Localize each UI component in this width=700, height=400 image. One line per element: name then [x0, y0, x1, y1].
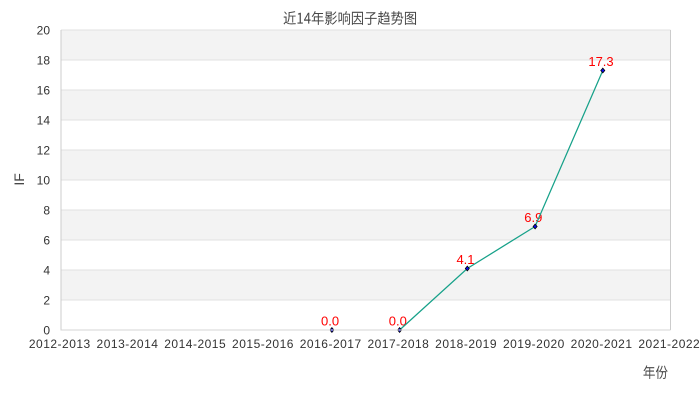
- svg-text:IF: IF: [11, 173, 27, 185]
- svg-text:8: 8: [43, 204, 50, 218]
- svg-text:2016-2017: 2016-2017: [300, 337, 362, 351]
- svg-text:4.1: 4.1: [456, 252, 474, 267]
- svg-text:16: 16: [37, 84, 51, 98]
- svg-text:17.3: 17.3: [588, 54, 613, 69]
- svg-text:0.0: 0.0: [389, 314, 407, 329]
- svg-text:18: 18: [37, 54, 51, 68]
- svg-text:20: 20: [37, 24, 51, 38]
- svg-text:2020-2021: 2020-2021: [571, 337, 633, 351]
- svg-text:4: 4: [43, 264, 50, 278]
- svg-text:2013-2014: 2013-2014: [97, 337, 159, 351]
- svg-text:2: 2: [43, 294, 50, 308]
- svg-text:2014-2015: 2014-2015: [164, 337, 226, 351]
- svg-text:2015-2016: 2015-2016: [232, 337, 294, 351]
- svg-text:12: 12: [37, 144, 51, 158]
- svg-text:2019-2020: 2019-2020: [503, 337, 565, 351]
- svg-text:0.0: 0.0: [321, 314, 339, 329]
- svg-text:2021-2022: 2021-2022: [638, 337, 700, 351]
- svg-text:0: 0: [43, 324, 50, 338]
- svg-text:14: 14: [37, 114, 51, 128]
- svg-text:6: 6: [43, 234, 50, 248]
- svg-text:2012-2013: 2012-2013: [29, 337, 91, 351]
- svg-text:2017-2018: 2017-2018: [367, 337, 429, 351]
- svg-text:10: 10: [37, 174, 51, 188]
- svg-text:2018-2019: 2018-2019: [435, 337, 497, 351]
